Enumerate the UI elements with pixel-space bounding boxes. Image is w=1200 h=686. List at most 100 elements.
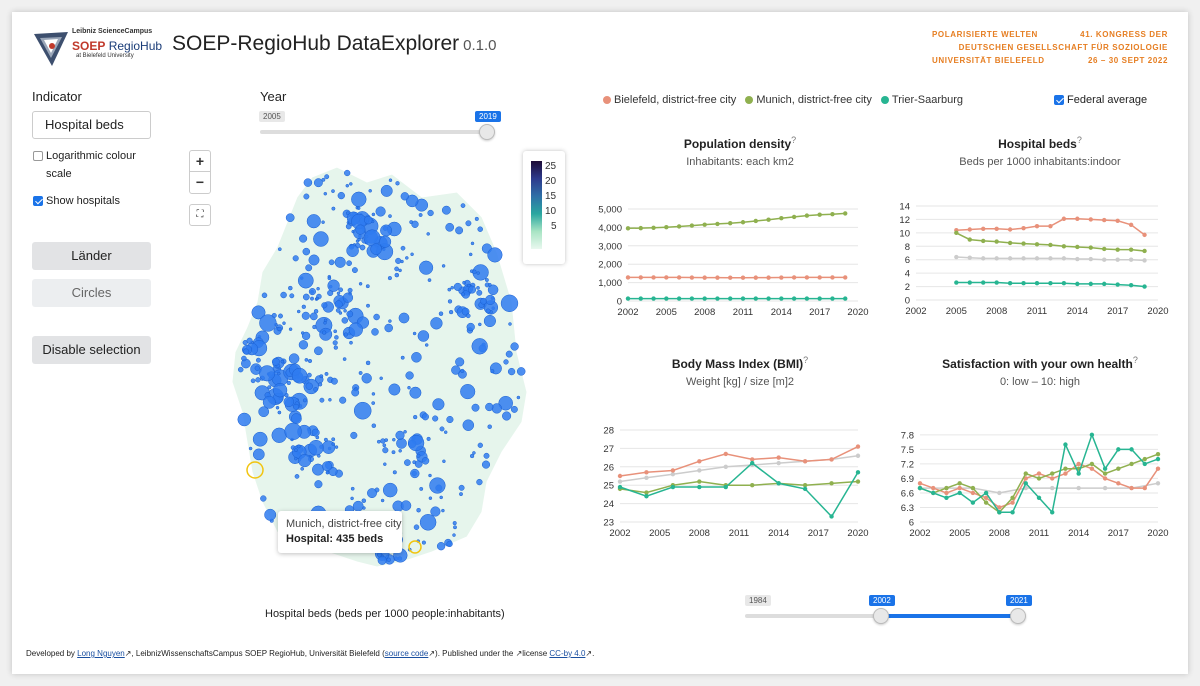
hospital-marker[interactable] <box>409 220 414 225</box>
hospital-marker[interactable] <box>460 368 465 373</box>
hospital-marker[interactable] <box>396 438 407 449</box>
data-point-federal-average[interactable] <box>617 479 623 484</box>
data-point-bielefeld-district-free-city[interactable] <box>1036 471 1042 476</box>
hospital-marker[interactable] <box>516 395 521 400</box>
hospital-marker[interactable] <box>380 184 393 197</box>
hospital-marker[interactable] <box>418 213 423 217</box>
data-point-bielefeld-district-free-city[interactable] <box>750 457 755 462</box>
data-point-munich-district-free-city[interactable] <box>802 483 808 488</box>
data-point-munich-district-free-city[interactable] <box>728 220 733 226</box>
data-point-munich-district-free-city[interactable] <box>970 485 976 491</box>
hospital-marker[interactable] <box>367 488 377 499</box>
hospital-marker[interactable] <box>348 322 363 337</box>
hospital-marker[interactable] <box>419 260 434 275</box>
hospital-marker[interactable] <box>312 463 324 476</box>
hospital-marker[interactable] <box>432 415 439 422</box>
hospital-marker[interactable] <box>307 358 313 364</box>
hospital-marker[interactable] <box>288 327 293 331</box>
hospital-markers[interactable] <box>237 169 526 565</box>
data-point-trier-saarburg[interactable] <box>750 460 755 466</box>
data-point-bielefeld-district-free-city[interactable] <box>664 275 669 280</box>
data-point-munich-district-free-city[interactable] <box>1116 466 1121 471</box>
hospital-marker[interactable] <box>255 357 261 363</box>
data-point-bielefeld-district-free-city[interactable] <box>1102 217 1107 223</box>
data-point-munich-district-free-city[interactable] <box>1063 466 1068 471</box>
hospital-marker[interactable] <box>264 508 277 521</box>
hospital-marker[interactable] <box>507 367 516 376</box>
hospital-marker[interactable] <box>366 303 370 308</box>
data-point-munich-district-free-city[interactable] <box>855 479 861 484</box>
data-point-bielefeld-district-free-city[interactable] <box>1010 500 1015 505</box>
hospital-marker[interactable] <box>460 292 466 297</box>
hospital-marker[interactable] <box>358 282 363 286</box>
hospital-marker[interactable] <box>411 352 422 363</box>
hospital-marker[interactable] <box>262 395 276 409</box>
data-point-federal-average[interactable] <box>967 255 972 260</box>
hospital-marker[interactable] <box>405 371 414 380</box>
hospital-marker[interactable] <box>446 415 454 424</box>
hospital-marker[interactable] <box>334 300 343 309</box>
hospital-marker[interactable] <box>421 457 430 465</box>
data-point-munich-district-free-city[interactable] <box>1061 244 1067 249</box>
hospital-marker[interactable] <box>395 257 402 264</box>
hospital-marker[interactable] <box>303 193 310 200</box>
data-point-munich-district-free-city[interactable] <box>715 221 720 227</box>
data-point-bielefeld-district-free-city[interactable] <box>830 275 835 280</box>
hospital-marker[interactable] <box>384 438 389 442</box>
data-point-federal-average[interactable] <box>981 256 986 261</box>
data-point-munich-district-free-city[interactable] <box>1021 241 1026 246</box>
hospital-marker[interactable] <box>331 206 336 211</box>
data-point-bielefeld-district-free-city[interactable] <box>804 275 810 280</box>
hospital-marker[interactable] <box>343 309 347 313</box>
hospital-marker[interactable] <box>301 331 311 341</box>
data-point-bielefeld-district-free-city[interactable] <box>1129 485 1134 491</box>
data-point-munich-district-free-city[interactable] <box>1102 246 1107 252</box>
data-point-federal-average[interactable] <box>670 471 676 477</box>
hospital-marker[interactable] <box>394 272 400 278</box>
hospital-marker[interactable] <box>380 498 385 503</box>
hospital-marker[interactable] <box>477 226 483 232</box>
data-point-trier-saarburg[interactable] <box>954 280 959 285</box>
data-point-federal-average[interactable] <box>1115 257 1120 262</box>
hospital-marker[interactable] <box>413 414 418 420</box>
hospital-marker[interactable] <box>237 412 252 427</box>
hospital-marker[interactable] <box>338 287 344 293</box>
hospital-marker[interactable] <box>427 278 432 282</box>
hospital-marker[interactable] <box>426 232 430 236</box>
data-point-trier-saarburg[interactable] <box>997 510 1002 515</box>
data-point-trier-saarburg[interactable] <box>804 296 810 301</box>
data-point-trier-saarburg[interactable] <box>766 296 771 301</box>
hospital-marker[interactable] <box>472 451 476 455</box>
fullscreen-icon[interactable]: ⛶ <box>189 204 211 226</box>
hospital-marker[interactable] <box>325 470 330 475</box>
hospital-marker[interactable] <box>461 307 470 316</box>
hospital-marker[interactable] <box>334 256 346 268</box>
hospital-marker[interactable] <box>416 507 421 513</box>
hospital-marker[interactable] <box>361 498 367 503</box>
data-point-munich-district-free-city[interactable] <box>753 218 758 224</box>
data-point-federal-average[interactable] <box>1102 257 1107 262</box>
hospital-marker[interactable] <box>377 552 383 558</box>
hospital-marker[interactable] <box>476 286 480 290</box>
data-point-munich-district-free-city[interactable] <box>697 479 702 484</box>
data-point-bielefeld-district-free-city[interactable] <box>1115 218 1120 223</box>
data-point-trier-saarburg[interactable] <box>1076 471 1081 476</box>
data-point-trier-saarburg[interactable] <box>830 296 835 301</box>
hospital-marker[interactable] <box>277 247 282 252</box>
hospital-marker[interactable] <box>258 406 270 418</box>
hospital-marker[interactable] <box>288 353 300 364</box>
data-point-federal-average[interactable] <box>1142 258 1147 263</box>
hospital-marker[interactable] <box>459 492 463 497</box>
data-point-bielefeld-district-free-city[interactable] <box>1116 481 1121 486</box>
data-point-bielefeld-district-free-city[interactable] <box>843 275 848 280</box>
hospital-marker[interactable] <box>365 360 371 366</box>
hospital-marker[interactable] <box>333 329 338 334</box>
hospital-marker[interactable] <box>400 500 412 511</box>
data-point-trier-saarburg[interactable] <box>1102 281 1107 287</box>
hospital-marker[interactable] <box>339 396 347 404</box>
legend-item-munich[interactable]: Munich, district-free city <box>745 94 872 106</box>
hospital-marker[interactable] <box>478 322 482 327</box>
hospital-marker[interactable] <box>451 365 461 375</box>
hospital-marker[interactable] <box>252 431 268 447</box>
data-point-bielefeld-district-free-city[interactable] <box>1063 471 1068 476</box>
